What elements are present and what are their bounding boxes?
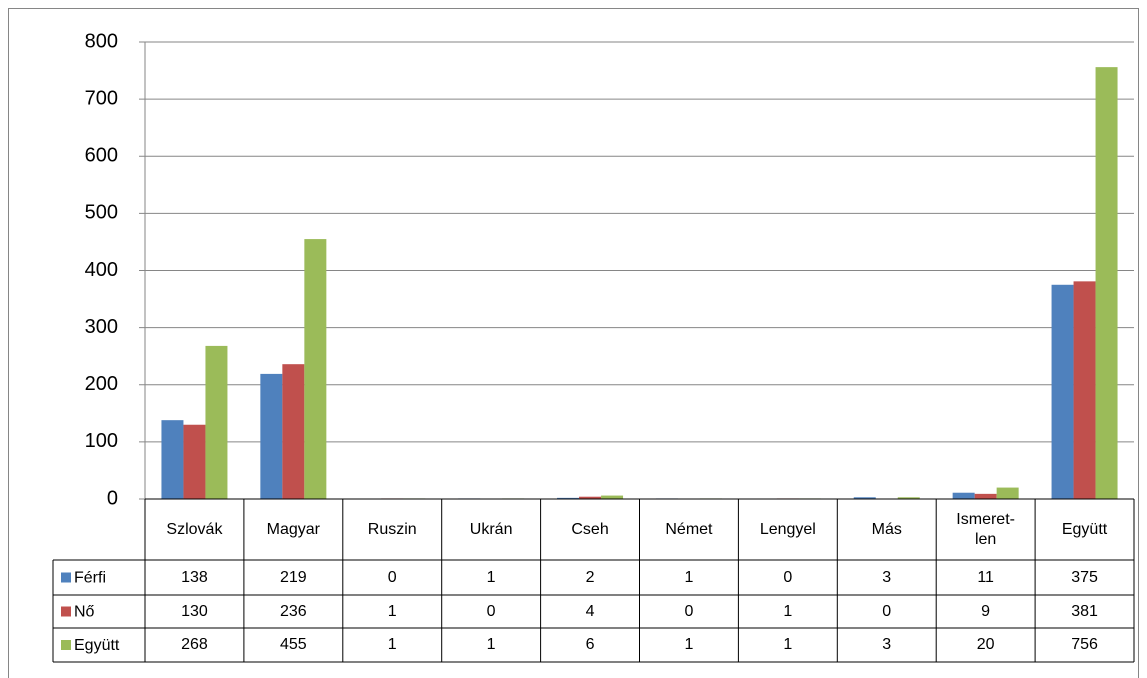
table-value: 1: [783, 602, 793, 620]
bar: [897, 497, 920, 499]
table-value: 138: [181, 568, 208, 586]
table-value: 236: [279, 602, 307, 620]
y-tick-label: 100: [85, 430, 118, 452]
table-value: 3: [882, 636, 892, 653]
table-value: 219: [279, 568, 307, 586]
legend-label: Férfi: [74, 570, 106, 587]
table-value: 381: [1071, 602, 1098, 620]
x-tick-label: Magyar: [266, 520, 321, 538]
table-value: 0: [783, 568, 793, 586]
bar: [260, 373, 283, 499]
bar: [853, 497, 876, 499]
table-value: 268: [181, 636, 208, 653]
table-value: 0: [882, 602, 892, 620]
bar: [557, 497, 580, 499]
x-tick-label: Más: [871, 520, 902, 538]
x-tick-label: Ruszin: [367, 520, 417, 538]
legend-key: [61, 606, 71, 617]
table-value: 0: [387, 568, 397, 586]
legend-key: [61, 572, 71, 583]
chart-border: [8, 8, 1139, 678]
x-tick-label: Ismeret- len: [956, 510, 1015, 548]
table-value: 1: [783, 636, 793, 653]
table-value: 455: [279, 636, 307, 653]
y-tick-label: 700: [85, 87, 118, 109]
legend-label: Együtt: [74, 637, 120, 654]
x-tick-label: Szlovák: [166, 520, 223, 538]
bar: [304, 239, 327, 500]
bar: [282, 364, 305, 499]
y-tick-label: 800: [85, 30, 118, 52]
table-value: 375: [1071, 568, 1098, 586]
table-value: 1: [486, 636, 496, 653]
x-tick-label: Cseh: [571, 520, 609, 538]
y-tick-label: 400: [85, 259, 118, 281]
x-tick-label: Német: [665, 520, 713, 538]
table-value: 20: [976, 636, 995, 653]
bar: [205, 345, 228, 499]
table-value: 1: [684, 636, 694, 653]
table-value: 3: [882, 568, 892, 586]
y-tick-label: 0: [107, 487, 118, 509]
x-tick-label: Együtt: [1061, 520, 1108, 538]
table-value: 1: [684, 568, 694, 586]
bar: [161, 420, 184, 499]
bar: [601, 495, 624, 499]
table-value: 0: [684, 602, 694, 620]
y-tick-label: 500: [85, 202, 118, 224]
legend-key: [61, 640, 71, 650]
bar: [952, 492, 975, 499]
bar: [996, 487, 1019, 499]
bar: [1051, 284, 1074, 499]
x-tick-label: Ukrán: [469, 520, 513, 538]
table-value: 2: [585, 568, 595, 586]
legend-label: Nő: [74, 604, 95, 621]
table-value: 11: [977, 568, 994, 586]
table-value: 1: [486, 568, 496, 586]
table-value: 1: [387, 636, 397, 653]
bar: [183, 424, 206, 499]
table-value: 9: [981, 602, 991, 620]
y-tick-label: 200: [85, 373, 118, 395]
bar: [579, 496, 602, 499]
table-value: 130: [181, 602, 208, 620]
table-value: 4: [585, 602, 595, 620]
table-value: 1: [387, 602, 397, 620]
bar: [1073, 281, 1096, 499]
bar: [974, 493, 997, 499]
x-tick-label: Lengyel: [759, 520, 816, 538]
y-tick-label: 300: [85, 316, 118, 338]
table-value: 756: [1071, 636, 1098, 653]
bar: [1095, 67, 1118, 499]
table-value: 6: [585, 636, 595, 653]
y-tick-label: 600: [85, 145, 118, 167]
table-value: 0: [486, 602, 496, 620]
